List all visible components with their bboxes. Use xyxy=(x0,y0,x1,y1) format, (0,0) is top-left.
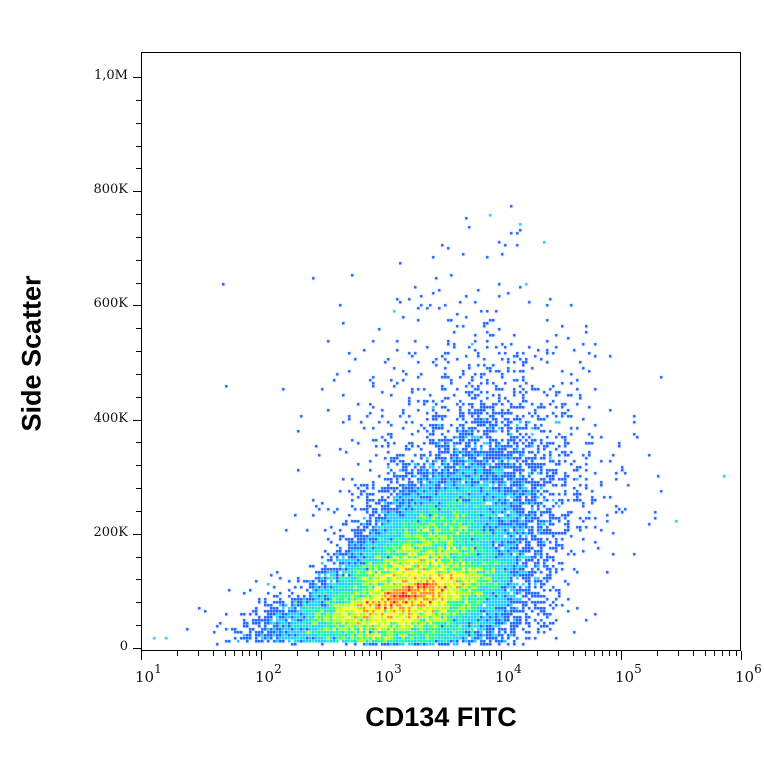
y-minor-tick xyxy=(136,556,141,558)
x-minor-tick xyxy=(573,651,575,656)
x-minor-tick xyxy=(333,651,335,656)
x-minor-tick xyxy=(224,651,226,656)
x-tick-label: 102 xyxy=(255,662,282,686)
tick-exponent: 6 xyxy=(754,662,762,676)
x-minor-tick xyxy=(704,651,706,656)
x-tick-label: 101 xyxy=(135,662,162,686)
y-minor-tick xyxy=(136,168,141,170)
x-minor-tick xyxy=(489,651,491,656)
x-minor-tick xyxy=(255,651,257,656)
y-major-tick xyxy=(133,305,141,307)
x-major-tick xyxy=(261,651,262,660)
x-minor-tick xyxy=(362,651,364,656)
x-minor-tick xyxy=(678,651,680,656)
y-minor-tick xyxy=(136,145,141,147)
y-minor-tick xyxy=(136,373,141,375)
y-minor-tick xyxy=(136,579,141,581)
x-major-tick xyxy=(381,651,382,660)
x-minor-tick xyxy=(369,651,371,656)
x-minor-tick xyxy=(558,651,560,656)
x-tick-label: 103 xyxy=(375,662,402,686)
x-major-tick xyxy=(141,651,142,660)
y-minor-tick xyxy=(136,602,141,604)
x-minor-tick xyxy=(213,651,215,656)
x-minor-tick xyxy=(318,651,320,656)
y-major-tick xyxy=(133,191,141,193)
y-major-tick xyxy=(133,533,141,535)
x-minor-tick xyxy=(609,651,611,656)
x-minor-tick xyxy=(177,651,179,656)
y-tick-label: 400K xyxy=(93,410,128,426)
x-major-tick xyxy=(501,651,502,660)
x-minor-tick xyxy=(693,651,695,656)
x-minor-tick xyxy=(375,651,377,656)
y-tick-label: 600K xyxy=(93,296,128,312)
y-major-tick xyxy=(133,77,141,78)
tick-base: 10 xyxy=(495,668,515,686)
x-minor-tick xyxy=(722,651,724,656)
x-minor-tick xyxy=(615,651,617,656)
y-minor-tick xyxy=(136,488,141,490)
y-minor-tick xyxy=(136,99,141,101)
x-tick-label: 106 xyxy=(735,662,762,686)
y-minor-tick xyxy=(136,282,141,284)
x-minor-tick xyxy=(602,651,604,656)
x-minor-tick xyxy=(242,651,244,656)
x-minor-tick xyxy=(354,651,356,656)
x-minor-tick xyxy=(453,651,455,656)
density-scatter-plot xyxy=(141,52,741,651)
y-major-tick xyxy=(133,419,141,421)
y-minor-tick xyxy=(136,122,141,124)
x-major-tick xyxy=(741,651,742,660)
y-major-tick xyxy=(133,648,141,649)
x-minor-tick xyxy=(495,651,497,656)
y-minor-tick xyxy=(136,214,141,216)
tick-base: 10 xyxy=(735,668,755,686)
x-minor-tick xyxy=(344,651,346,656)
x-minor-tick xyxy=(297,651,299,656)
x-minor-tick xyxy=(729,651,731,656)
tick-base: 10 xyxy=(255,668,275,686)
tick-base: 10 xyxy=(615,668,635,686)
y-minor-tick xyxy=(136,396,141,398)
x-minor-tick xyxy=(249,651,251,656)
x-minor-tick xyxy=(464,651,466,656)
y-minor-tick xyxy=(136,328,141,330)
x-minor-tick xyxy=(537,651,539,656)
x-minor-tick xyxy=(438,651,440,656)
y-minor-tick xyxy=(136,236,141,238)
y-tick-label: 0 xyxy=(119,639,128,654)
y-minor-tick xyxy=(136,465,141,467)
x-major-tick xyxy=(621,651,622,660)
x-minor-tick xyxy=(417,651,419,656)
tick-exponent: 5 xyxy=(634,662,642,676)
x-minor-tick xyxy=(198,651,200,656)
tick-exponent: 3 xyxy=(394,662,402,676)
x-minor-tick xyxy=(594,651,596,656)
x-minor-tick xyxy=(584,651,586,656)
y-tick-label: 800K xyxy=(93,182,128,198)
y-axis-title: Side Scatter xyxy=(16,275,47,432)
tick-base: 10 xyxy=(135,668,155,686)
y-tick-label: 1,0M xyxy=(94,68,128,83)
x-minor-tick xyxy=(474,651,476,656)
tick-base: 10 xyxy=(375,668,395,686)
x-minor-tick xyxy=(234,651,236,656)
tick-exponent: 2 xyxy=(274,662,282,676)
x-axis-title: CD134 FITC xyxy=(365,702,517,732)
x-minor-tick xyxy=(735,651,737,656)
x-minor-tick xyxy=(657,651,659,656)
tick-exponent: 4 xyxy=(514,662,522,676)
x-tick-label: 104 xyxy=(495,662,522,686)
y-minor-tick xyxy=(136,510,141,512)
tick-exponent: 1 xyxy=(154,662,162,676)
y-minor-tick xyxy=(136,625,141,627)
x-minor-tick xyxy=(714,651,716,656)
y-minor-tick xyxy=(136,351,141,353)
y-minor-tick xyxy=(136,259,141,261)
y-minor-tick xyxy=(136,442,141,444)
y-tick-label: 200K xyxy=(93,524,128,540)
x-minor-tick xyxy=(482,651,484,656)
x-tick-label: 105 xyxy=(615,662,642,686)
